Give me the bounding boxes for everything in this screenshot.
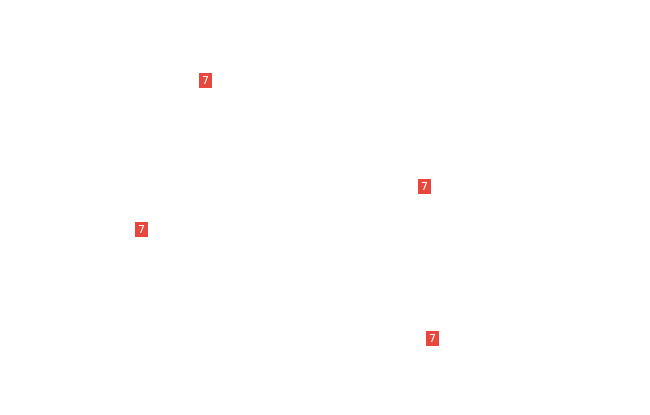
marker-badge[interactable]: 7	[418, 179, 431, 194]
marker-label: 7	[202, 74, 209, 87]
marker-label: 7	[421, 180, 428, 193]
marker-label: 7	[138, 223, 145, 236]
marker-badge[interactable]: 7	[199, 73, 212, 88]
marker-badge[interactable]: 7	[426, 331, 439, 346]
marker-label: 7	[429, 332, 436, 345]
marker-badge[interactable]: 7	[135, 222, 148, 237]
